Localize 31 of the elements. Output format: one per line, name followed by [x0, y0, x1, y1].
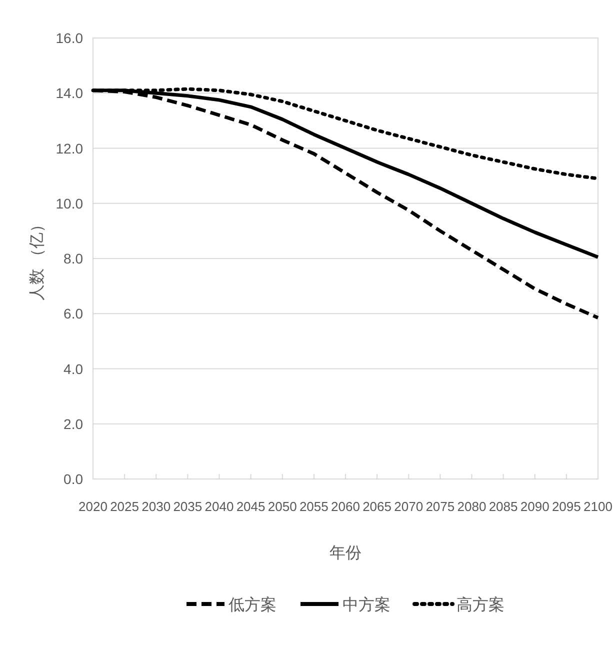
y-tick-label: 4.0: [64, 360, 84, 377]
x-tick-label: 2060: [331, 499, 360, 514]
x-tick-label: 2025: [110, 499, 140, 514]
x-tick-label: 2035: [173, 499, 202, 514]
x-tick-label: 2050: [268, 499, 297, 514]
x-tick-label: 2020: [78, 499, 108, 514]
legend-label: 中方案: [342, 596, 390, 614]
legend-label: 低方案: [228, 596, 276, 614]
y-axis-title: 人数 （亿）: [29, 216, 46, 301]
y-tick-label: 16.0: [56, 30, 84, 46]
x-tick-label: 2090: [520, 499, 550, 514]
legend-label: 高方案: [456, 596, 504, 614]
x-tick-label: 2040: [204, 499, 234, 514]
y-tick-label: 8.0: [64, 250, 84, 266]
y-tick-label: 12.0: [56, 140, 84, 156]
x-tick-label: 2100: [584, 499, 612, 514]
x-tick-label: 2085: [488, 499, 518, 514]
x-tick-label: 2080: [457, 499, 486, 514]
x-tick-label: 2095: [552, 499, 581, 514]
x-axis-title: 年份: [330, 545, 362, 562]
y-tick-label: 0.0: [64, 471, 84, 487]
y-tick-label: 2.0: [64, 416, 84, 432]
x-tick-label: 2055: [299, 499, 328, 514]
x-tick-label: 2075: [426, 499, 455, 514]
x-tick-label: 2070: [394, 499, 424, 514]
x-tick-label: 2030: [142, 499, 171, 514]
x-tick-label: 2045: [236, 499, 266, 514]
x-tick-label: 2065: [362, 499, 392, 514]
y-tick-label: 6.0: [64, 306, 84, 322]
y-tick-label: 10.0: [56, 195, 84, 212]
y-tick-label: 14.0: [56, 85, 84, 102]
